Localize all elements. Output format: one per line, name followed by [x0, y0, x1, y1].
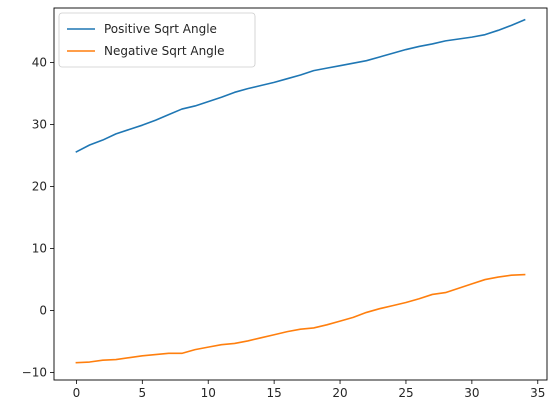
x-axis: 0 5 10 15 20 25 30 35: [73, 380, 545, 400]
x-tick-label: 0: [73, 386, 81, 400]
x-tick-label: 10: [201, 386, 216, 400]
y-tick-label: 0: [39, 304, 47, 318]
series-line-1: [75, 18, 526, 153]
x-tick-label: 15: [266, 386, 281, 400]
series-lines: [75, 18, 526, 364]
y-tick-label: 30: [32, 118, 47, 132]
series-line-2: [75, 273, 526, 364]
x-tick-label: 25: [398, 386, 413, 400]
plot-area: [53, 7, 548, 381]
legend: Positive Sqrt Angle Negative Sqrt Angle: [58, 12, 256, 68]
y-axis: −10 0 10 20 30 40: [22, 56, 54, 380]
y-tick-label: −10: [22, 366, 47, 380]
x-tick-label: 35: [530, 386, 545, 400]
legend-label: Negative Sqrt Angle: [104, 44, 225, 58]
y-tick-label: 10: [32, 242, 47, 256]
y-tick-label: 20: [32, 180, 47, 194]
y-tick-label: 40: [32, 56, 47, 70]
x-tick-label: 5: [138, 386, 146, 400]
x-tick-label: 20: [332, 386, 347, 400]
legend-label: Positive Sqrt Angle: [104, 22, 217, 36]
x-tick-label: 30: [464, 386, 479, 400]
legend-box: [58, 12, 256, 68]
